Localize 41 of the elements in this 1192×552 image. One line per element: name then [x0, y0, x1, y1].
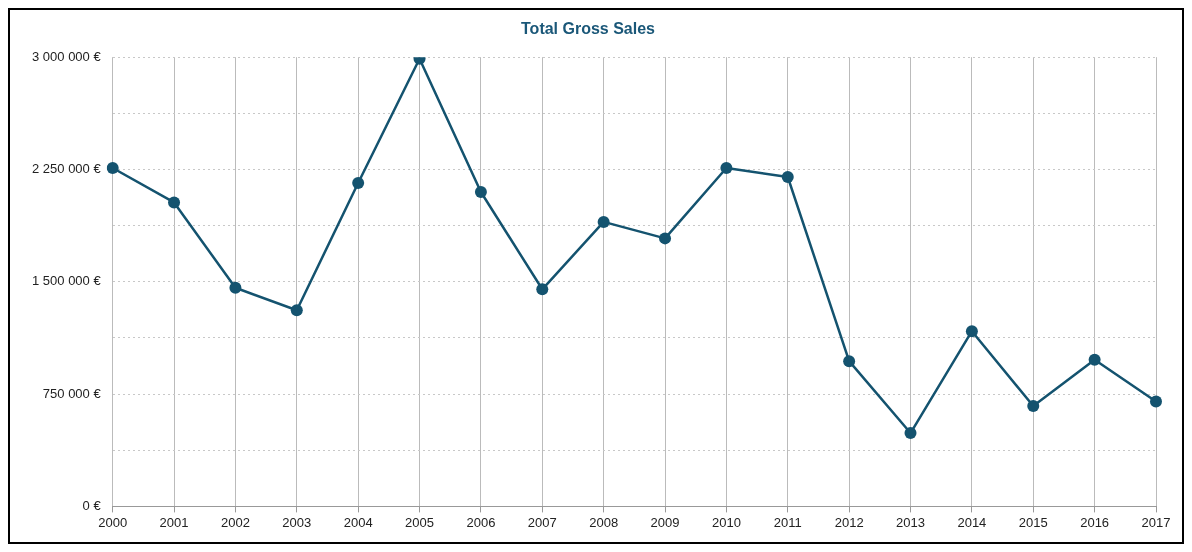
point	[904, 427, 917, 440]
x-tick-label: 2014	[957, 514, 987, 530]
x-tick-label: 2015	[1018, 514, 1048, 530]
x-tick-label: 2001	[159, 514, 189, 530]
y-tick-label: 750 000 €	[42, 385, 102, 401]
point	[597, 215, 610, 228]
point	[168, 196, 181, 209]
x-tick-label: 2012	[834, 514, 864, 530]
point	[659, 232, 672, 245]
point	[1088, 353, 1101, 366]
chart-title: Total Gross Sales	[521, 20, 656, 38]
x-tick-label: 2000	[98, 514, 128, 530]
x-tick-label: 2003	[282, 514, 312, 530]
point	[290, 304, 303, 317]
point	[474, 185, 487, 198]
point	[1150, 395, 1162, 408]
point	[965, 325, 978, 338]
y-tick-label: 1 500 000 €	[31, 273, 102, 289]
point	[229, 281, 242, 294]
x-tick-label: 2002	[220, 514, 250, 530]
x-tick-label: 2004	[343, 514, 373, 530]
point	[106, 162, 119, 174]
x-tick-label: 2005	[405, 514, 434, 530]
point	[536, 283, 549, 296]
x-tick-label: 2017	[1141, 514, 1171, 530]
y-tick-label: 0 €	[82, 497, 102, 513]
y-tick-label: 3 000 000 €	[31, 48, 102, 64]
x-tick-label: 2009	[650, 514, 680, 530]
x-tick-label: 2006	[466, 514, 496, 530]
x-tick-label: 2013	[896, 514, 925, 530]
x-tick-label: 2008	[589, 514, 619, 530]
point	[720, 162, 733, 174]
x-tick-label: 2007	[527, 514, 557, 530]
x-tick-label: 2011	[773, 514, 802, 530]
point	[843, 355, 856, 368]
x-tick-label: 2016	[1080, 514, 1110, 530]
x-tick-label: 2010	[711, 514, 741, 530]
point	[352, 176, 365, 189]
y-tick-label: 2 250 000 €	[31, 161, 102, 177]
point	[781, 170, 794, 183]
point	[1027, 400, 1040, 413]
